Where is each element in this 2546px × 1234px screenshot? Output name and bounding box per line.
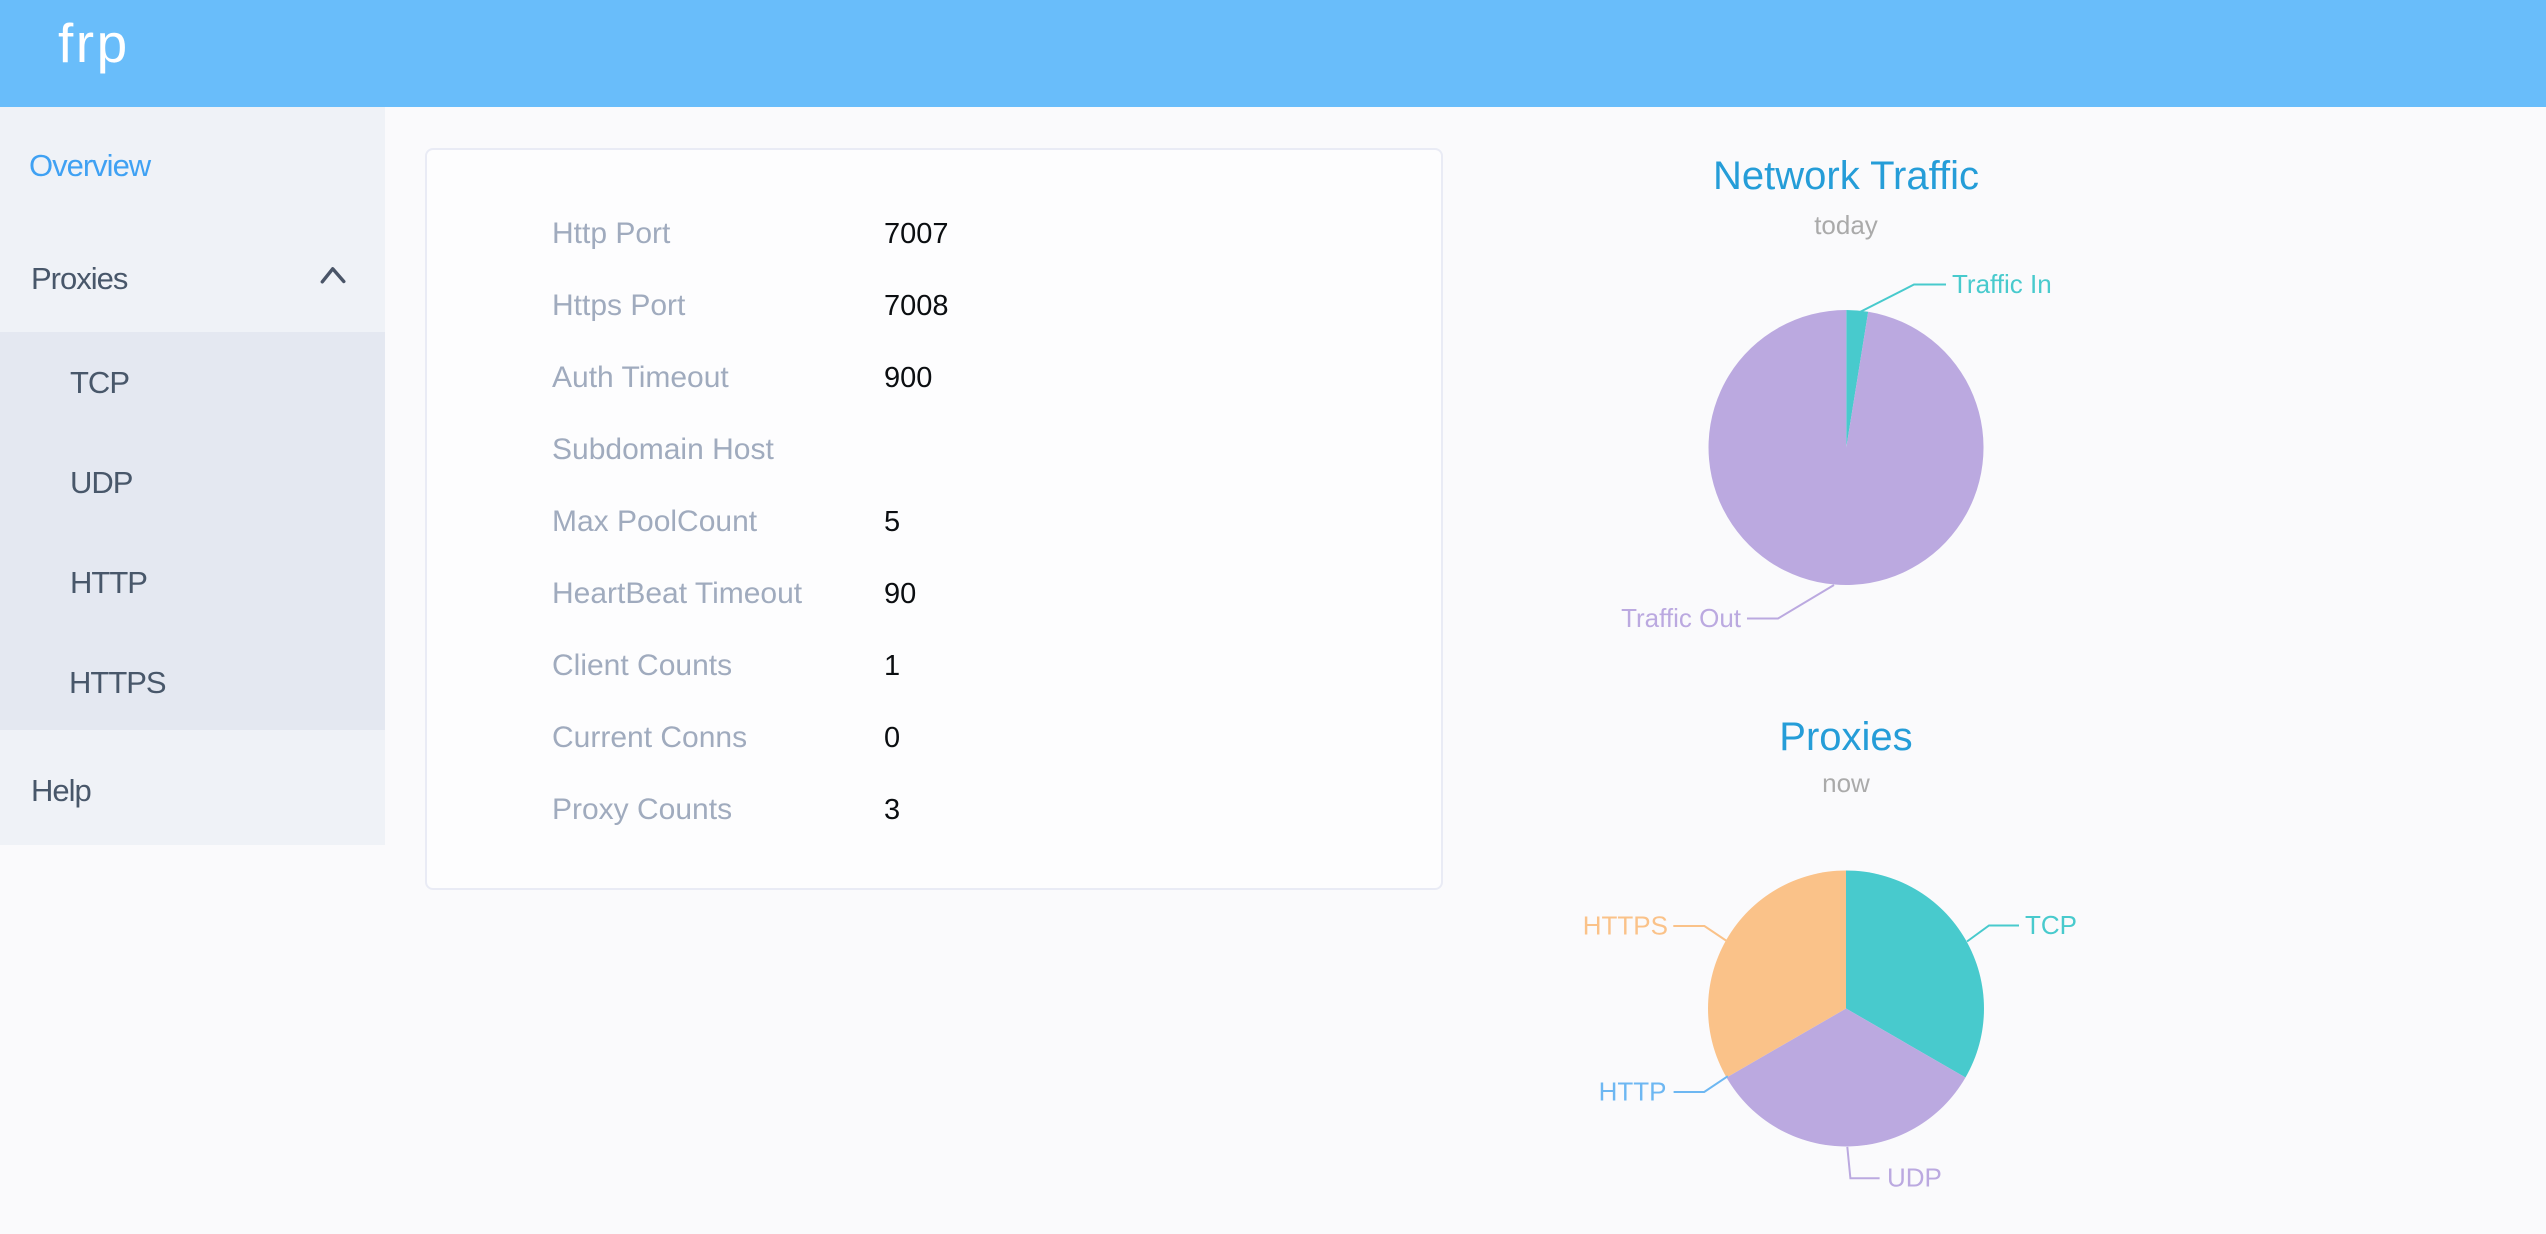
- svg-text:TCP: TCP: [2025, 910, 2077, 940]
- svg-text:HTTPS: HTTPS: [1583, 911, 1668, 941]
- svg-text:UDP: UDP: [1887, 1163, 1942, 1193]
- svg-text:HTTP: HTTP: [1599, 1077, 1667, 1107]
- svg-text:Traffic In: Traffic In: [1952, 269, 2052, 299]
- svg-text:Traffic Out: Traffic Out: [1621, 603, 1742, 633]
